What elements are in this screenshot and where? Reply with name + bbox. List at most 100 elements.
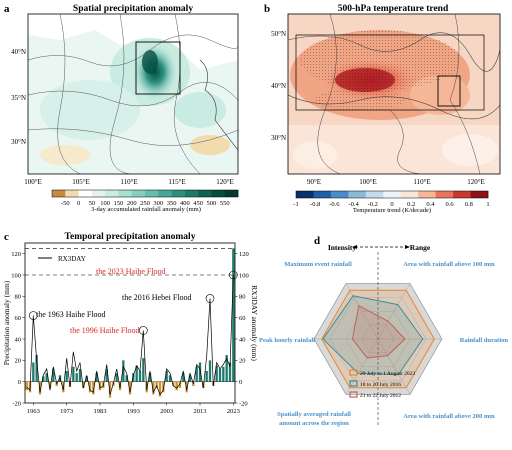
bar — [82, 381, 85, 389]
bar — [78, 368, 82, 382]
radar-spoke — [345, 338, 379, 395]
y2-axis-label: RX3DAY anomaly (mm) — [250, 285, 259, 361]
colorbar-swatch — [158, 190, 172, 197]
bar — [135, 365, 138, 382]
x-tick-label: 1963 — [27, 408, 40, 415]
y-tick-label: 30°N — [271, 134, 286, 142]
bar — [182, 373, 185, 382]
x-tick-label: 2003 — [160, 408, 173, 415]
map-b-y-ticks: 50°N 40°N 30°N — [271, 30, 286, 142]
y-tick-label: 60 — [15, 315, 22, 322]
bar — [125, 375, 128, 382]
legend-label-2016: 18 to 20 July 2016 — [360, 382, 401, 388]
colorbar-a: -50 0 50 100 150 200 250 300 350 400 450 500 550 — [51, 189, 239, 207]
colorbar-tick-label: 50 — [89, 200, 96, 207]
y-tick-label: 40°N — [11, 48, 26, 56]
bar — [38, 381, 42, 395]
colorbar-tick-label: 350 — [167, 200, 177, 207]
colorbar-swatch — [91, 190, 106, 197]
y-tick-label: 100 — [11, 272, 21, 279]
colorbar-tick-label: -0.8 — [310, 201, 320, 208]
x-tick-label: 1983 — [94, 408, 107, 415]
panel-c-title: Temporal precipitation anomaly — [65, 232, 196, 242]
colorbar-swatch — [118, 190, 133, 197]
axis-label-spatially-averaged-line-2: amount across the region — [279, 420, 349, 427]
y2-tick-label: 120 — [239, 251, 249, 258]
colorbar-swatch — [400, 191, 419, 198]
x-tick-label: 1973 — [60, 408, 73, 415]
bar — [65, 371, 68, 382]
bar — [105, 368, 108, 382]
colorbar-swatch — [184, 190, 199, 197]
y-tick-label: 80 — [15, 294, 22, 301]
event-marker — [29, 311, 38, 320]
map-a-y-ticks: 40°N 35°N 30°N — [11, 48, 26, 146]
colorbar-swatch — [224, 190, 239, 197]
axis-label-peak-hourly-rainfall: Peak hourly rainfall — [259, 337, 315, 344]
bar — [155, 381, 158, 389]
map-a — [28, 14, 238, 174]
colorbar-frame — [51, 189, 239, 198]
legend-label-2012: 21 to 22 July 2012 — [360, 393, 401, 399]
y2-tick-label: -20 — [239, 400, 248, 407]
y-tick-label: 40°N — [271, 82, 286, 90]
colorbar-tick-label: 0.6 — [446, 201, 455, 208]
panel-d-letter: d — [314, 235, 320, 247]
bar — [32, 362, 35, 382]
bar — [48, 381, 52, 389]
y-tick-label: 35°N — [11, 94, 26, 102]
colorbar-tick-label: -1 — [293, 201, 298, 208]
panel-d: d Intensity Range Maximum event rainfall… — [259, 235, 508, 427]
x-tick-label: 120°E — [216, 178, 234, 186]
y-tick-label: 50°N — [271, 30, 286, 38]
colorbar-swatch — [383, 191, 402, 198]
bar — [42, 376, 45, 382]
radar-spoke — [377, 283, 411, 340]
colorbar-tick-label: 0 — [390, 201, 393, 208]
colorbar-swatch — [365, 191, 384, 198]
bar — [218, 368, 222, 382]
x-tick-label: 105°E — [72, 178, 90, 186]
radar-series — [322, 295, 424, 376]
bar — [195, 366, 198, 382]
bar — [25, 381, 28, 391]
radar-axis-labels: Maximum event rainfall Area with rainfal… — [259, 261, 508, 427]
bar-plot-c: -20 -20 0 0 20 20 40 40 60 60 80 80 100 100 120 120 1963… — [11, 242, 249, 415]
bar — [132, 373, 135, 382]
axis-label-area-above-200mm: Area with rainfall above 200 mm — [403, 413, 495, 420]
colorbar-swatch — [52, 190, 66, 197]
bar — [175, 381, 178, 391]
bar — [98, 381, 102, 391]
colorbar-b-label: Temperature trend (K/decade) — [353, 207, 431, 214]
bar — [142, 358, 145, 382]
bar — [85, 376, 88, 382]
y2-tick-label: 60 — [239, 315, 246, 322]
y2-tick-label: 0 — [239, 379, 242, 386]
colorbar-frame — [295, 190, 489, 199]
colorbar-tick-label: 450 — [193, 200, 203, 207]
x-tick-label: 100°E — [24, 178, 42, 186]
colorbar-tick-label: 150 — [114, 200, 124, 207]
bar — [208, 360, 212, 382]
annotation-1996: the 1996 Haihe Flood — [70, 326, 140, 335]
legend-swatch-2023 — [349, 369, 358, 376]
y-axis-label: Precipitation anomaly (mm) — [2, 280, 11, 365]
radar-spoke — [377, 338, 411, 395]
colorbar-swatch — [296, 191, 314, 198]
colorbar-tick-label: 0 — [77, 200, 80, 207]
colorbar-swatch — [313, 191, 332, 198]
colorbar-tick-label: -50 — [61, 200, 70, 207]
bar — [162, 381, 165, 393]
colorbar-tick-label: 100 — [100, 200, 110, 207]
bar — [72, 366, 75, 382]
map-a-x-ticks: 100°E 105°E 110°E 115°E 120°E — [24, 178, 234, 186]
bar — [228, 362, 232, 382]
y2-tick-label: 20 — [239, 358, 246, 365]
y-tick-label: 120 — [11, 251, 21, 258]
arrow-head-left — [352, 245, 357, 249]
colorbar-tick-label: 400 — [180, 200, 190, 207]
radar-spoke — [345, 283, 379, 340]
x-tick-label: 100°E — [359, 178, 377, 186]
colorbar-swatch — [198, 190, 212, 197]
colorbar-tick-label: -0.2 — [368, 201, 378, 208]
